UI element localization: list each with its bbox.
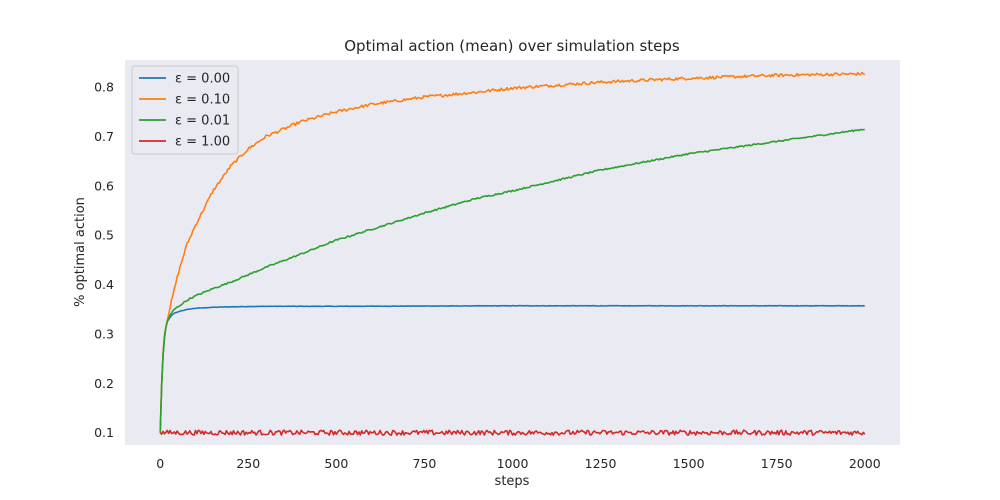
legend-label: ε = 0.00 bbox=[175, 72, 230, 87]
plot-background bbox=[125, 60, 900, 445]
legend-label: ε = 1.00 bbox=[175, 135, 230, 150]
y-axis-ticks: 0.1 0.2 0.3 0.4 0.5 0.6 0.7 0.8 bbox=[94, 80, 114, 441]
x-tick-label: 1500 bbox=[673, 456, 705, 471]
y-tick-label: 0.8 bbox=[94, 80, 114, 95]
y-tick-label: 0.2 bbox=[94, 376, 114, 391]
x-axis-label: steps bbox=[495, 474, 530, 489]
series-layer bbox=[159, 71, 866, 436]
chart-title: Optimal action (mean) over simulation st… bbox=[344, 37, 680, 55]
legend: ε = 0.00 ε = 0.10 ε = 0.01 ε = 1.00 bbox=[131, 65, 239, 155]
y-tick-label: 0.6 bbox=[94, 178, 114, 193]
x-tick-label: 500 bbox=[324, 456, 348, 471]
y-tick-label: 0.4 bbox=[94, 277, 114, 292]
series-line-1 bbox=[159, 71, 866, 433]
x-tick-label: 1000 bbox=[497, 456, 529, 471]
series-line-0 bbox=[159, 304, 865, 433]
y-tick-label: 0.5 bbox=[94, 228, 114, 243]
x-tick-label: 750 bbox=[413, 456, 437, 471]
x-tick-label: 2000 bbox=[849, 456, 881, 471]
series-line-3 bbox=[159, 429, 866, 436]
x-axis-ticks: 0 250 500 750 1000 1250 1500 1750 2000 bbox=[156, 456, 880, 471]
y-tick-label: 0.3 bbox=[94, 326, 114, 341]
series-line-2 bbox=[159, 128, 865, 433]
y-tick-label: 0.7 bbox=[94, 129, 114, 144]
x-tick-label: 250 bbox=[236, 456, 260, 471]
x-tick-label: 1750 bbox=[761, 456, 793, 471]
y-axis-label: % optimal action bbox=[73, 197, 88, 307]
x-tick-label: 1250 bbox=[585, 456, 617, 471]
legend-box bbox=[131, 65, 239, 155]
legend-label: ε = 0.01 bbox=[175, 114, 230, 129]
y-tick-label: 0.1 bbox=[94, 425, 114, 440]
x-tick-label: 0 bbox=[156, 456, 164, 471]
legend-label: ε = 0.10 bbox=[175, 93, 230, 108]
